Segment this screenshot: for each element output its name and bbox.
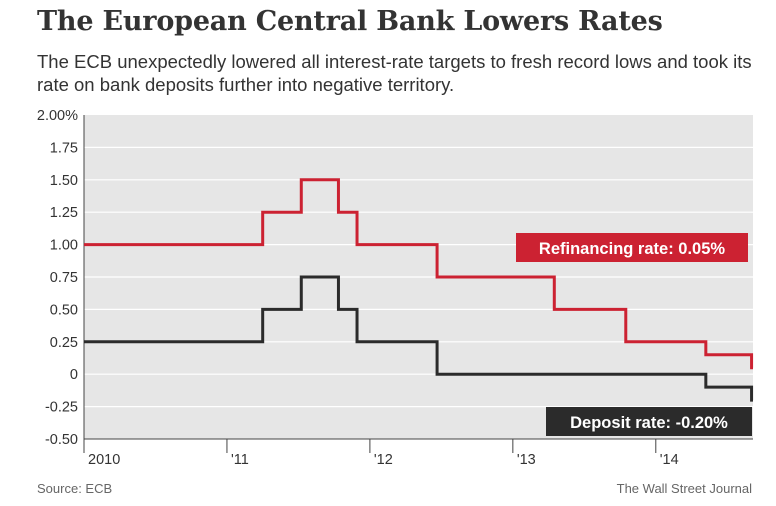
credit-note: The Wall Street Journal bbox=[616, 481, 752, 496]
y-tick-label: -0.50 bbox=[45, 432, 78, 448]
y-tick-label: 0 bbox=[70, 367, 78, 383]
y-tick-label: 2.00% bbox=[37, 108, 78, 124]
refinancing-rate-line bbox=[84, 178, 754, 370]
y-tick-label: 1.75 bbox=[50, 140, 78, 156]
deposit-rate-label: Deposit rate: -0.20% bbox=[546, 407, 752, 436]
y-tick-label: 1.50 bbox=[50, 173, 78, 189]
y-tick-label: -0.25 bbox=[45, 400, 78, 416]
source-note: Source: ECB bbox=[37, 481, 113, 496]
chart-subtitle: The ECB unexpectedly lowered all interes… bbox=[37, 51, 752, 95]
x-tick-label: 2010 bbox=[88, 452, 120, 468]
y-tick-label: 1.00 bbox=[50, 238, 78, 254]
deposit-rate-label-box bbox=[546, 407, 752, 436]
refinancing-rate-label-text: Refinancing rate: 0.05% bbox=[539, 240, 725, 258]
series-lines bbox=[84, 178, 754, 402]
x-tick-label: '11 bbox=[231, 452, 249, 468]
y-tick-label: 0.75 bbox=[50, 270, 78, 286]
refinancing-rate-label: Refinancing rate: 0.05% bbox=[516, 233, 748, 262]
deposit-rate-line bbox=[84, 275, 754, 402]
series-labels: Refinancing rate: 0.05% Deposit rate: -0.… bbox=[516, 233, 752, 436]
y-tick-label: 0.25 bbox=[50, 335, 78, 351]
refinancing-rate-label-box bbox=[516, 233, 748, 262]
x-axis: 2010 '11 '12 '13 '14 bbox=[83, 438, 753, 468]
x-tick-label: '13 bbox=[517, 452, 536, 468]
x-tick-label: '14 bbox=[660, 452, 679, 468]
deposit-rate-label-text: Deposit rate: -0.20% bbox=[570, 414, 728, 432]
y-tick-label: 1.25 bbox=[50, 205, 78, 221]
x-tick-label: '12 bbox=[374, 452, 393, 468]
y-axis: 2.00% 1.75 1.50 1.25 1.00 0.75 0.50 0.25 0 -0.25 -… bbox=[37, 108, 85, 448]
chart-title: The European Central Bank Lowers Rates bbox=[37, 6, 663, 37]
y-tick-label: 0.50 bbox=[50, 302, 78, 318]
